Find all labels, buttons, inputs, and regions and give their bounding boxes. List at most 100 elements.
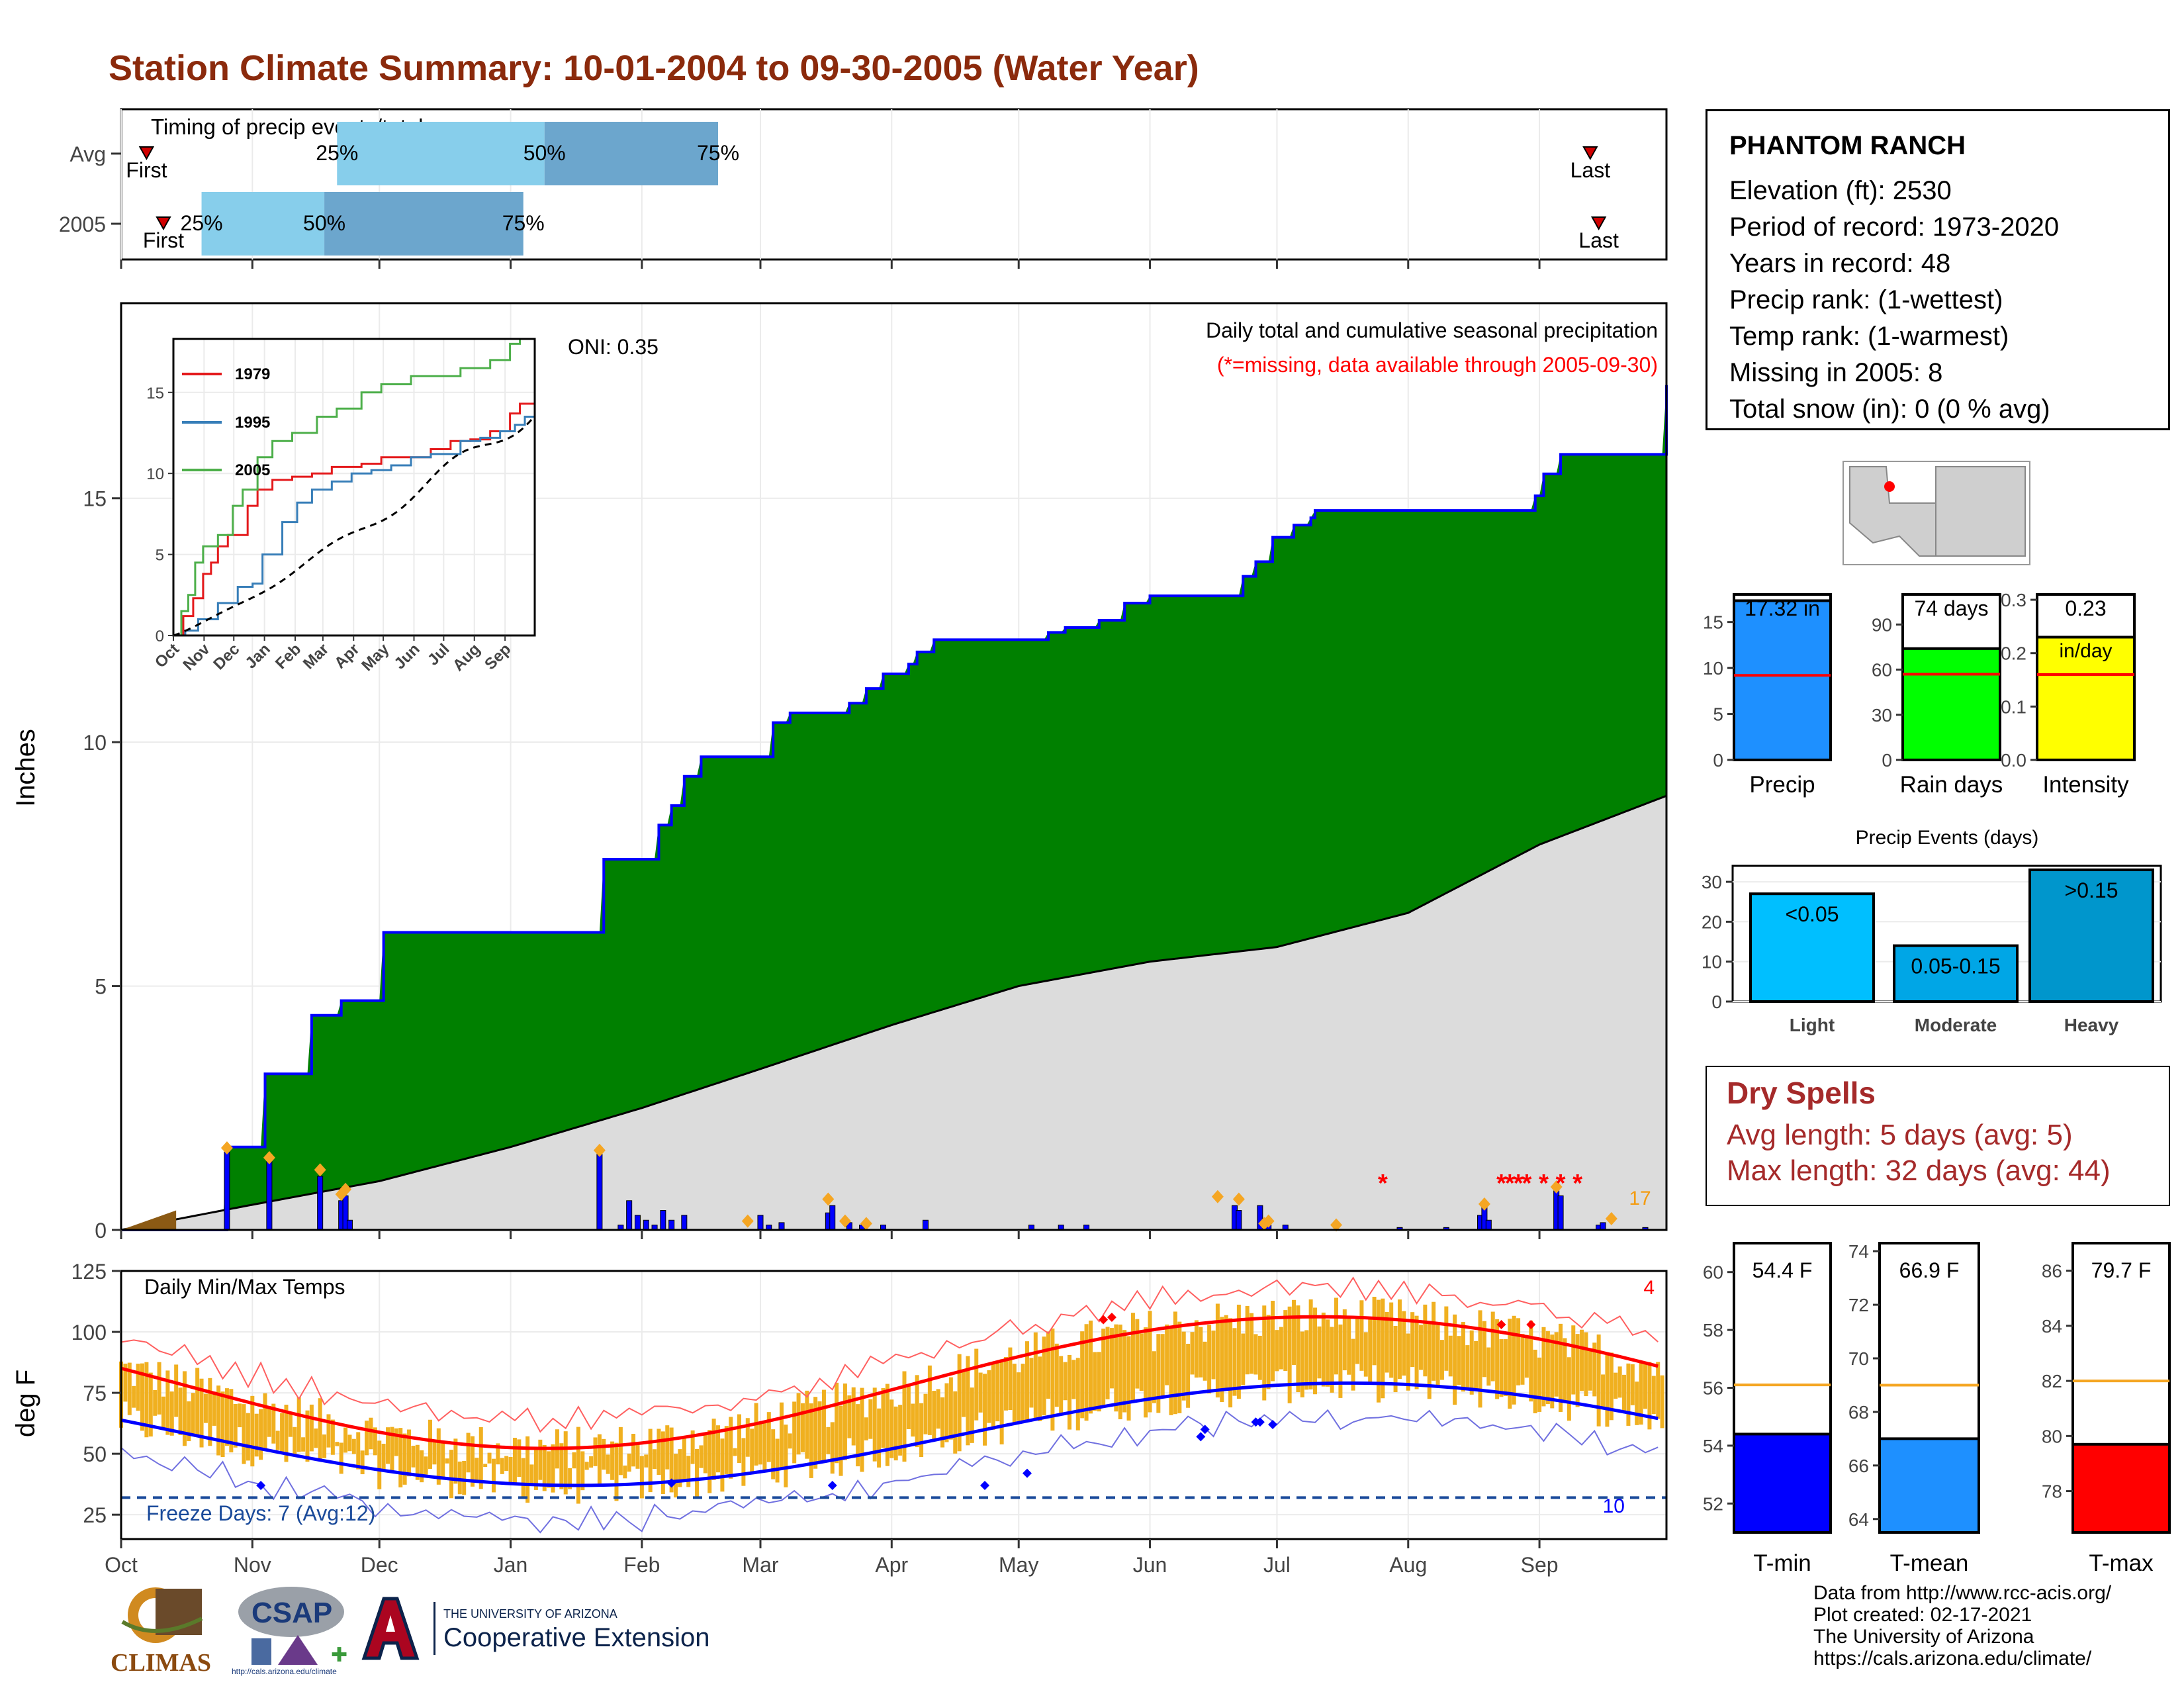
average-low-line: [120, 1381, 1659, 1487]
daily-temp-bar: [1287, 1306, 1292, 1403]
daily-temp-bar: [542, 1444, 547, 1491]
month-label-may: May: [999, 1553, 1038, 1577]
precip-tick-label: 0: [1713, 750, 1723, 771]
station-precip-rank: Precip rank: (1-wettest): [1729, 285, 2003, 314]
daily-temp-bar: [817, 1401, 822, 1463]
freeze-days-label: Freeze Days: 7 (Avg:12): [146, 1501, 375, 1525]
daily-temp-bar: [1160, 1334, 1165, 1399]
t-min-tick-label-60: 60: [1703, 1262, 1723, 1283]
daily-temp-bar: [1283, 1310, 1288, 1372]
missing-data-asterisk: *: [1505, 1170, 1515, 1197]
record-temp-diamond: [1200, 1425, 1210, 1434]
daily-temp-bar: [521, 1458, 525, 1499]
daily-temp-bar: [1516, 1318, 1521, 1385]
daily-temp-bar: [851, 1387, 856, 1446]
daily-temp-bar: [665, 1425, 670, 1470]
record-temp-diamond: [1099, 1315, 1109, 1325]
daily-temp-bar: [729, 1417, 733, 1479]
daily-temp-bar: [1101, 1329, 1106, 1408]
daily-temp-bar: [1418, 1325, 1423, 1370]
csap-logo-url: http://cals.arizona.edu/climate: [232, 1667, 337, 1676]
daily-temp-bar: [529, 1464, 534, 1485]
daily-temp-bar: [589, 1456, 594, 1468]
daily-temp-bar: [1656, 1362, 1661, 1419]
daily-temp-bar: [415, 1444, 420, 1480]
missing-data-asterisk: *: [1556, 1170, 1566, 1197]
daily-temp-bar: [737, 1414, 741, 1463]
record-low-line: [120, 1409, 1659, 1534]
daily-temp-bar: [178, 1387, 183, 1435]
daily-temp-bar: [839, 1405, 843, 1476]
daily-temp-bar: [339, 1442, 343, 1474]
dry-spells-box: Dry Spells Avg length: 5 days (avg: 5) M…: [1706, 1066, 2170, 1206]
heavy-event-diamond: [1211, 1190, 1224, 1203]
precip-missing-note: (*=missing, data available through 2005-…: [1217, 353, 1658, 377]
daily-temp-bar: [932, 1391, 936, 1441]
daily-temp-bar: [1097, 1352, 1101, 1412]
credit-created: Plot created: 02-17-2021: [1813, 1604, 2032, 1626]
cumulative-precip-line: [121, 385, 1668, 1231]
daily-temp-bar: [796, 1393, 801, 1455]
t-max-tick-label-86: 86: [2042, 1261, 2062, 1282]
daily-temp-bar: [500, 1458, 504, 1474]
timing-pct-label-2005-1: 25%: [181, 211, 223, 235]
daily-temp-bar: [674, 1454, 678, 1498]
daily-temp-bar: [826, 1427, 831, 1454]
daily-temp-bar: [1342, 1309, 1347, 1371]
daily-temp-bar: [813, 1397, 818, 1469]
daily-temp-bar: [606, 1454, 610, 1474]
daily-temp-bar: [572, 1452, 576, 1469]
daily-temp-bar: [1651, 1376, 1656, 1415]
daily-temp-bar: [242, 1404, 246, 1464]
station-info-box: PHANTOM RANCH Elevation (ft): 2530 Perio…: [1706, 109, 2170, 430]
precip-events-category-moderate: Moderate: [1915, 1015, 1997, 1035]
record-temp-diamond: [1196, 1432, 1206, 1442]
daily-temp-bar: [1563, 1338, 1567, 1403]
daily-precip-bar: [1485, 1219, 1492, 1231]
daily-temp-bar: [1109, 1328, 1114, 1389]
daily-temp-bar: [1622, 1374, 1627, 1411]
daily-temp-bar: [805, 1390, 809, 1459]
daily-temp-bar: [750, 1429, 754, 1474]
daily-temp-bar: [623, 1465, 627, 1479]
heavy-event-diamond: [593, 1143, 606, 1157]
t-min-tick-label-56: 56: [1703, 1378, 1723, 1399]
daily-temp-bar: [669, 1427, 674, 1493]
average-high-line: [120, 1315, 1659, 1450]
daily-temp-bar: [1190, 1332, 1195, 1375]
daily-temp-bar: [1444, 1306, 1449, 1371]
daily-temp-bar: [381, 1444, 386, 1470]
ua-logo-big-text: Cooperative Extension: [443, 1623, 710, 1652]
daily-temp-bar: [627, 1453, 631, 1472]
precip-events-bar-moderate: [1893, 944, 2019, 1004]
precip-events-bar-heavy: [2028, 868, 2154, 1003]
daily-temp-bar: [936, 1389, 940, 1429]
daily-temp-bar: [678, 1449, 682, 1487]
daily-temp-bar: [538, 1439, 543, 1480]
timing-row-label-2005: 2005: [59, 212, 106, 236]
daily-temp-bar: [1165, 1324, 1169, 1385]
daily-temp-bar: [711, 1419, 716, 1480]
dry-spells-max: Max length: 32 days (avg: 44): [1727, 1154, 2111, 1187]
heavy-event-diamond: [860, 1217, 872, 1231]
timing-first-label-2005: First: [143, 228, 184, 252]
daily-temp-bar: [1186, 1343, 1191, 1408]
daily-temp-bar: [1199, 1327, 1203, 1378]
daily-temp-bar: [1584, 1332, 1588, 1397]
t-max-tick-label-82: 82: [2042, 1371, 2062, 1391]
daily-temp-bar: [911, 1403, 915, 1437]
timing-bar-q50-q75-2005: [324, 192, 523, 256]
daily-temp-bar: [784, 1425, 788, 1487]
month-label-feb: Feb: [623, 1553, 660, 1577]
heavy-event-diamond: [1550, 1180, 1563, 1194]
daily-temp-bar: [593, 1437, 598, 1466]
daily-temp-bar: [420, 1450, 424, 1483]
daily-temp-bar: [271, 1403, 276, 1444]
rain-days-tick-label: 60: [1872, 660, 1892, 680]
daily-temp-bar: [948, 1377, 953, 1440]
daily-temp-bar: [263, 1393, 267, 1451]
daily-temp-bar: [898, 1405, 903, 1456]
daily-temp-bar: [187, 1401, 191, 1442]
timing-row-label-avg: Avg: [69, 142, 106, 166]
t-mean-bar: [1878, 1437, 1980, 1534]
